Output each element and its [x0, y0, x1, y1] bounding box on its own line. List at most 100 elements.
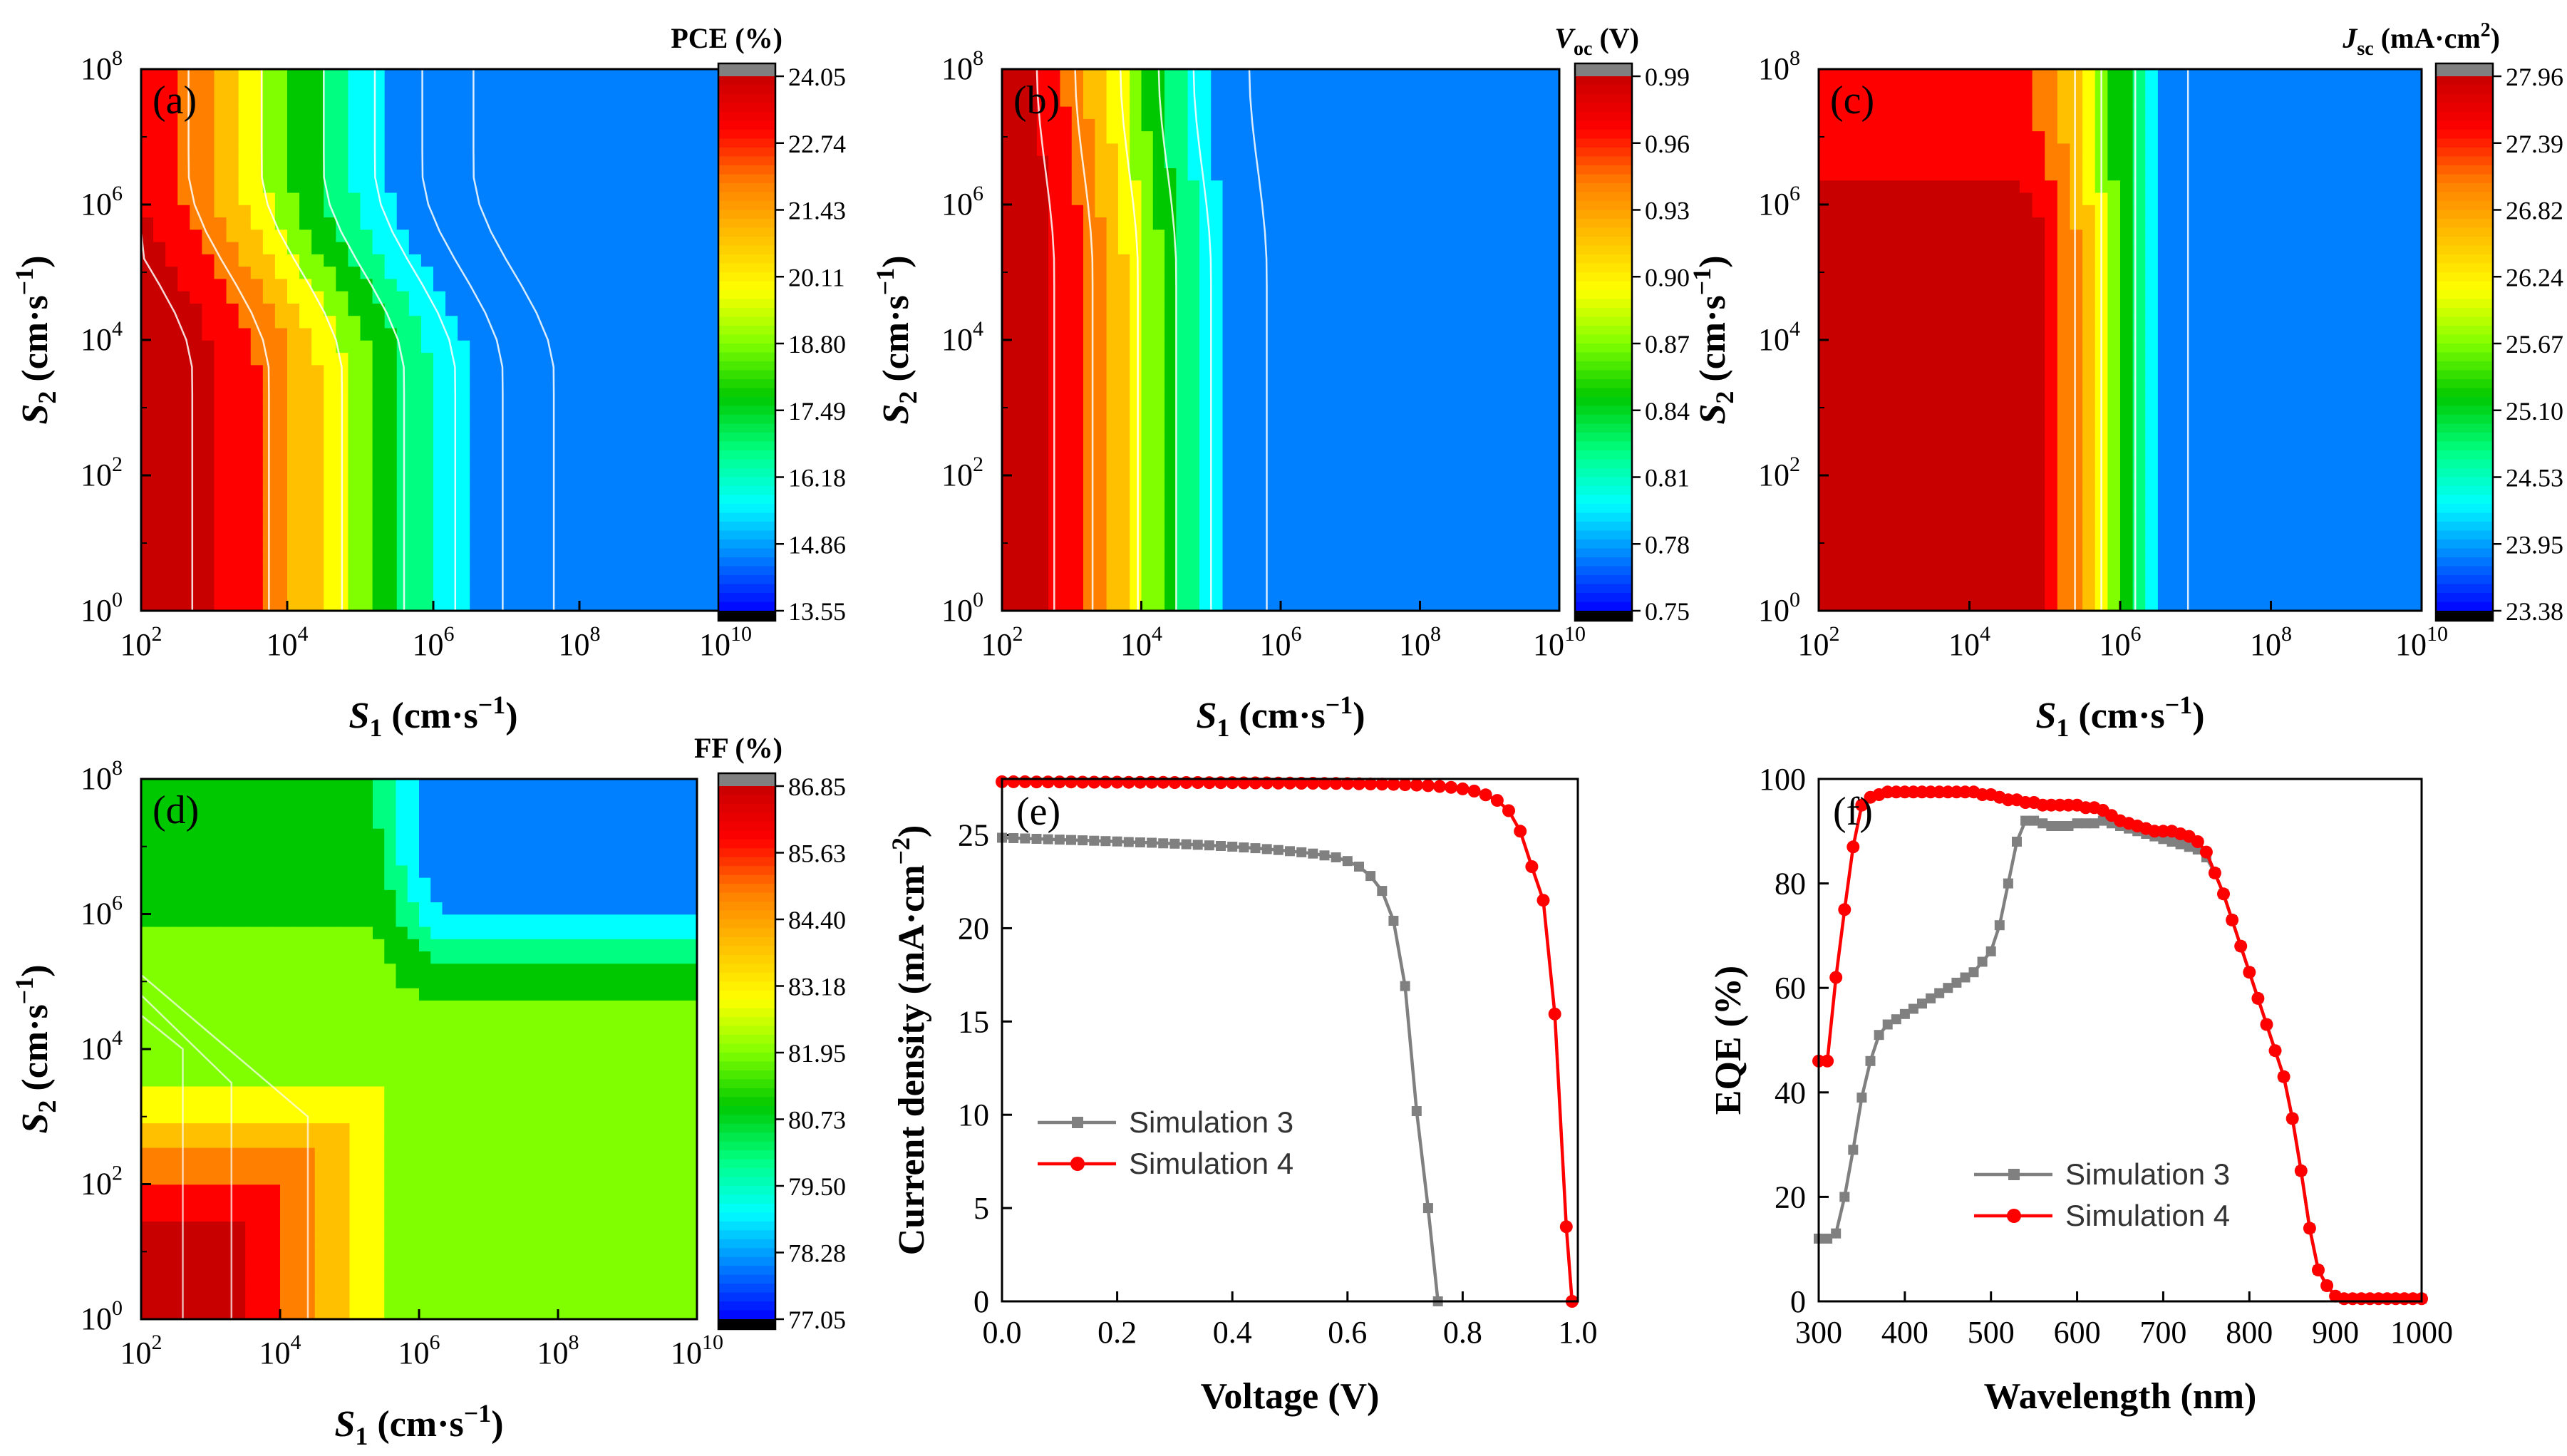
heatmap-cell	[153, 352, 166, 366]
heatmap-cell	[470, 401, 483, 415]
heatmap-cell	[1315, 549, 1328, 562]
heatmap-cell	[1315, 425, 1328, 439]
heatmap-cell	[1303, 340, 1316, 353]
heatmap-cell	[1547, 69, 1560, 83]
heatmap-cell	[1338, 364, 1351, 378]
heatmap-cell	[1338, 217, 1351, 230]
heatmap-cell	[1512, 254, 1525, 267]
heatmap-cell	[1455, 69, 1467, 83]
heatmap-cell	[1060, 205, 1073, 218]
heatmap-cell	[1083, 254, 1096, 267]
colorbar-segment	[718, 415, 775, 425]
heatmap-cell	[202, 413, 215, 427]
colorbar-segment	[1575, 245, 1632, 255]
heatmap-cell	[1819, 586, 1832, 599]
heatmap-cell	[1292, 143, 1305, 156]
heatmap-cell	[1222, 167, 1235, 181]
heatmap-cell	[190, 81, 203, 95]
heatmap-cell	[1956, 500, 1971, 513]
heatmap-cell	[348, 475, 361, 489]
heatmap-cell	[470, 598, 483, 611]
heatmap-cell	[1385, 105, 1398, 119]
heatmap-cell	[1819, 180, 1832, 193]
heatmap-cell	[1512, 155, 1525, 168]
colorbar-segment	[718, 450, 775, 460]
heatmap-cell	[1292, 364, 1305, 378]
heatmap-cell	[1199, 69, 1212, 83]
heatmap-cell	[1025, 537, 1038, 550]
heatmap-cell	[214, 93, 227, 107]
heatmap-cell	[384, 155, 398, 168]
heatmap-cell	[1152, 155, 1165, 168]
heatmap-cell	[1303, 450, 1316, 464]
heatmap-cell	[542, 512, 556, 525]
heatmap-cell	[190, 105, 203, 119]
heatmap-cell	[1420, 463, 1432, 476]
heatmap-cell	[579, 315, 592, 329]
heatmap-cell	[324, 303, 337, 316]
heatmap-cell	[1524, 327, 1537, 341]
heatmap-cell	[1466, 500, 1479, 513]
heatmap-cell	[324, 229, 337, 242]
heatmap-cell	[458, 130, 471, 144]
heatmap-cell	[494, 340, 507, 353]
heatmap-cell	[287, 205, 300, 218]
heatmap-cell	[324, 376, 337, 390]
heatmap-cell	[1338, 352, 1351, 366]
heatmap-cell	[1130, 376, 1142, 390]
heatmap-cell	[688, 340, 702, 353]
heatmap-cell	[616, 450, 629, 464]
heatmap-cell	[1831, 217, 1845, 230]
heatmap-cell	[688, 376, 702, 390]
heatmap-cell	[396, 266, 410, 279]
heatmap-cell	[1547, 500, 1560, 513]
heatmap-cell	[701, 167, 714, 181]
heatmap-cell	[1831, 254, 1845, 267]
heatmap-cell	[506, 475, 520, 489]
heatmap-cell	[1420, 364, 1432, 378]
heatmap-cell	[1931, 389, 1946, 403]
heatmap-cell	[1060, 105, 1073, 119]
heatmap-cell	[202, 241, 215, 254]
heatmap-cell	[214, 525, 227, 538]
heatmap-cell	[1327, 475, 1340, 489]
heatmap-cell	[1281, 69, 1293, 83]
heatmap-cell	[542, 217, 556, 230]
heatmap-cell	[652, 525, 666, 538]
heatmap-cell	[1420, 561, 1432, 574]
heatmap-cell	[506, 487, 520, 501]
heatmap-cell	[1536, 327, 1549, 341]
heatmap-cell	[1002, 512, 1015, 525]
heatmap-cell	[1856, 155, 1870, 168]
heatmap-cell	[616, 229, 629, 242]
heatmap-cell	[1002, 549, 1015, 562]
heatmap-cell	[1373, 352, 1386, 366]
heatmap-cell	[1919, 340, 1933, 353]
heatmap-cell	[1095, 229, 1107, 242]
heatmap-cell	[1856, 586, 1870, 599]
heatmap-cell	[177, 574, 191, 587]
heatmap-cell	[1489, 266, 1502, 279]
heatmap-cell	[1881, 93, 1895, 107]
heatmap-cell	[1002, 438, 1015, 452]
heatmap-cell	[433, 376, 446, 390]
heatmap-cell	[324, 438, 337, 452]
heatmap-cell	[1095, 303, 1107, 316]
heatmap-cell	[1547, 487, 1560, 501]
heatmap-cell	[1956, 537, 1971, 550]
heatmap-cell	[1257, 192, 1270, 205]
heatmap-cell	[1362, 266, 1375, 279]
heatmap-cell	[1117, 167, 1131, 181]
heatmap-cell	[494, 598, 507, 611]
heatmap-cell	[1281, 254, 1293, 267]
heatmap-cell	[433, 364, 446, 378]
heatmap-cell	[554, 413, 568, 427]
heatmap-cell	[1881, 438, 1895, 452]
heatmap-cell	[1083, 549, 1096, 562]
heatmap-cell	[1083, 340, 1096, 353]
heatmap-cell	[1547, 192, 1560, 205]
heatmap-cell	[1881, 475, 1895, 489]
heatmap-cell	[652, 364, 666, 378]
heatmap-cell	[1176, 438, 1189, 452]
heatmap-cell	[1443, 450, 1456, 464]
